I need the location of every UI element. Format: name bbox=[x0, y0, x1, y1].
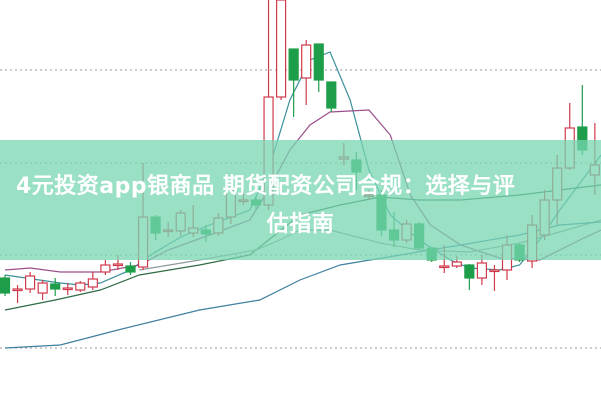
candle-down bbox=[50, 283, 61, 290]
candle-up bbox=[439, 265, 450, 269]
candle-up bbox=[75, 282, 86, 291]
candle-up bbox=[12, 288, 23, 292]
candle-up bbox=[100, 264, 111, 273]
candle-up bbox=[476, 262, 487, 279]
candle-up bbox=[489, 269, 500, 273]
candle-down bbox=[313, 43, 324, 81]
candle-up bbox=[25, 275, 36, 290]
title-line-2: 估指南 bbox=[266, 212, 335, 237]
candle-down bbox=[326, 81, 337, 109]
title-banner bbox=[0, 140, 601, 260]
candle-up bbox=[301, 44, 312, 79]
title-line-1: 4元投资app银商品 期货配资公司合规：选择与评 bbox=[16, 174, 516, 199]
candle-up bbox=[451, 261, 462, 267]
candle-up bbox=[112, 263, 124, 267]
candle-down bbox=[125, 265, 136, 273]
candle-up bbox=[276, 0, 287, 98]
candle-up bbox=[37, 282, 48, 294]
candle-up bbox=[87, 278, 98, 288]
candle-down bbox=[464, 264, 475, 279]
candle-down bbox=[288, 48, 299, 81]
candle-up bbox=[62, 287, 73, 291]
candle-down bbox=[0, 277, 11, 294]
